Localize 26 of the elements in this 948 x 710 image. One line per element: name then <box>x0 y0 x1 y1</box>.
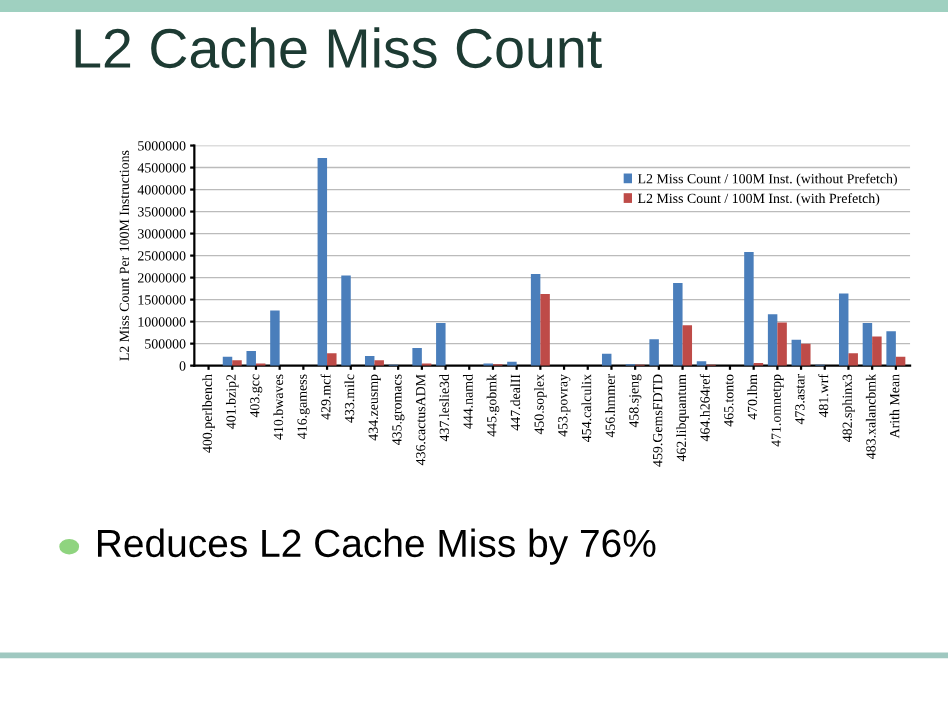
bar <box>744 252 754 366</box>
bar <box>246 351 256 366</box>
chart-title: L2 Cache Miss Count <box>75 27 602 69</box>
bar <box>327 353 337 366</box>
bar <box>791 339 802 366</box>
bar <box>777 322 787 366</box>
bar <box>649 339 659 366</box>
bar <box>801 343 811 366</box>
bar <box>767 314 778 366</box>
bar <box>374 360 384 366</box>
bar <box>412 348 422 366</box>
bar <box>341 275 351 366</box>
bar <box>838 293 849 366</box>
bar <box>232 360 242 366</box>
bar <box>682 325 693 366</box>
bar <box>317 157 328 366</box>
text: Reduces L2 Cache Miss by 76% <box>97 528 656 565</box>
bar <box>270 310 280 366</box>
bar <box>862 322 873 366</box>
bar <box>848 353 858 366</box>
bar <box>886 331 896 366</box>
bar <box>530 274 541 366</box>
bar <box>540 293 550 366</box>
bar <box>436 322 446 366</box>
bar <box>673 282 683 366</box>
bar <box>872 336 882 366</box>
